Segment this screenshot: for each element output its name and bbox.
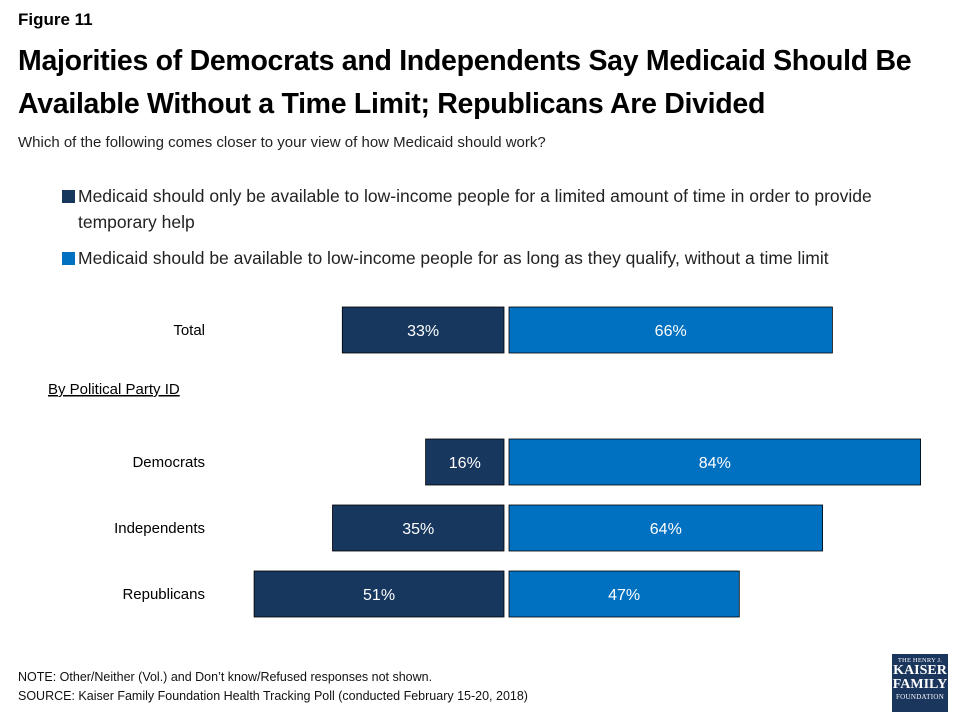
figure-label: Figure 11 xyxy=(18,10,93,29)
data-label-limited: 16% xyxy=(449,455,481,472)
chart-subtitle: Which of the following comes closer to y… xyxy=(18,134,546,151)
bar-no-limit xyxy=(508,438,922,486)
data-label-limited: 35% xyxy=(402,521,434,538)
category-label: Democrats xyxy=(132,454,205,471)
data-label-no-limit: 64% xyxy=(650,521,682,538)
legend-label-limited: Medicaid should only be available to low… xyxy=(78,186,872,232)
note-text: NOTE: Other/Neither (Vol.) and Don’t kno… xyxy=(18,670,433,684)
logo-line-2: KAISER xyxy=(893,663,947,678)
legend-item-no-limit: Medicaid should be available to low-inco… xyxy=(62,245,938,271)
data-label-no-limit: 84% xyxy=(699,455,731,472)
kff-logo: THE HENRY J. KAISER FAMILY FOUNDATION xyxy=(892,654,948,712)
logo-line-4: FOUNDATION xyxy=(895,693,945,701)
logo-line-1: THE HENRY J. xyxy=(897,657,943,664)
section-label: By Political Party ID xyxy=(48,381,180,398)
footnotes: NOTE: Other/Neither (Vol.) and Don’t kno… xyxy=(18,668,528,706)
bar-no-limit xyxy=(508,504,824,552)
bar-no-limit xyxy=(508,306,833,354)
data-label-limited: 33% xyxy=(407,323,439,340)
category-label: Independents xyxy=(114,520,205,537)
data-label-limited: 51% xyxy=(363,587,395,604)
category-label: Total xyxy=(173,322,205,339)
legend-swatch-no-limit xyxy=(62,252,75,265)
bar-limited xyxy=(341,306,505,354)
data-label-no-limit: 66% xyxy=(655,323,687,340)
legend-label-no-limit: Medicaid should be available to low-inco… xyxy=(78,248,829,268)
bar-limited xyxy=(332,504,505,552)
category-label: Republicans xyxy=(122,586,205,603)
data-label-no-limit: 47% xyxy=(608,587,640,604)
legend-item-limited: Medicaid should only be available to low… xyxy=(62,183,938,235)
legend-swatch-limited xyxy=(62,190,75,203)
bar-limited xyxy=(425,438,505,486)
logo-line-3: FAMILY xyxy=(892,677,948,692)
chart-title: Majorities of Democrats and Independents… xyxy=(18,45,912,120)
bar-no-limit xyxy=(508,570,740,618)
bar-limited xyxy=(253,570,505,618)
source-text: SOURCE: Kaiser Family Foundation Health … xyxy=(18,689,528,703)
